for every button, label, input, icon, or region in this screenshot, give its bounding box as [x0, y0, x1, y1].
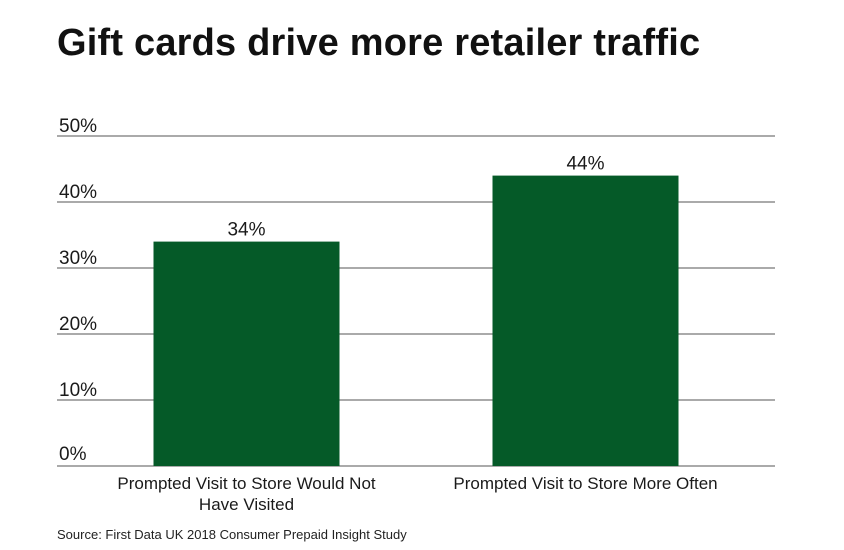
y-tick-label-30: 30%: [59, 248, 97, 269]
bar-1: [153, 241, 340, 466]
y-tick-label-40: 40%: [59, 182, 97, 203]
y-tick-label-50: 50%: [59, 116, 97, 137]
data-label-2: 44%: [566, 154, 604, 175]
bar-2: [492, 175, 679, 466]
data-label-1: 34%: [227, 220, 265, 241]
x-tick-label-1: Prompted Visit to Store Would Not Have Vi…: [117, 474, 376, 514]
y-tick-label-20: 20%: [59, 314, 97, 335]
x-tick-label-2: Prompted Visit to Store More Often: [453, 474, 717, 493]
source-note: Source: First Data UK 2018 Consumer Prep…: [57, 527, 407, 542]
chart-title: Gift cards drive more retailer traffic: [57, 22, 701, 64]
y-tick-label-0: 0%: [59, 444, 87, 465]
y-tick-label-10: 10%: [59, 380, 97, 401]
